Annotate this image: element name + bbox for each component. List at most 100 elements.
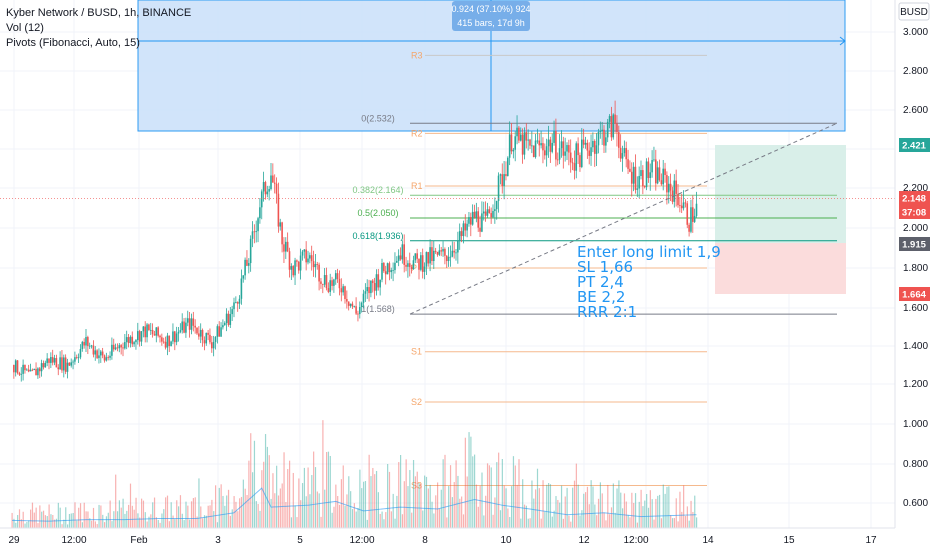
volume-bar [13,518,15,528]
candle-body [608,116,611,122]
volume-bar [477,506,479,528]
volume-bar [527,518,529,528]
candle-body [296,260,298,262]
candle-body [597,132,600,146]
candle-body [88,345,91,347]
candle-body [233,302,235,310]
candle-body [429,247,431,264]
volume-bar [516,484,518,528]
trade-note-entry: Enter long limit 1,9 [577,243,721,261]
candle-body [310,255,313,262]
volume-bar [287,469,289,528]
volume-bar [586,486,589,528]
volume-bar [666,486,668,528]
candle-body [660,180,663,185]
volume-bar [559,502,561,528]
volume-bar [464,437,466,528]
candle-body [307,258,309,263]
legend-symbol[interactable]: Kyber Network / BUSD, 1h, BINANCE [6,7,192,19]
candle-body [625,148,627,160]
volume-bar [446,517,448,528]
volume-bar [139,517,141,528]
volume-bar [442,459,444,528]
candle-body [569,152,572,163]
legend-volume[interactable]: Vol (12) [6,22,44,34]
candle-body [83,341,85,346]
candle-body [510,134,513,152]
legend-pivots[interactable]: Pivots (Fibonacci, Auto, 15) [6,37,140,49]
pivot-label: R2 [411,128,423,138]
volume-bar [264,434,267,528]
candle-body [471,211,474,225]
volume-bar [568,515,570,528]
volume-bar [412,459,415,528]
volume-bar [401,514,404,528]
price-axis[interactable]: BUSD3.0002.8002.6002.4002.2002.0001.8001… [894,0,930,528]
volume-bar [684,516,687,528]
candle-body [257,218,259,232]
candle-body [634,166,637,190]
volume-bar [187,505,189,528]
candle-body [401,244,404,260]
candle-body [103,355,106,361]
volume-bar [457,475,459,528]
volume-bar [398,462,400,528]
volume-bar [498,452,500,528]
candle-body [431,247,433,262]
volume-bar [549,484,552,528]
stop-zone[interactable] [715,243,846,294]
volume-bar [566,487,568,528]
volume-bar [240,496,243,528]
volume-bar [215,485,217,528]
candle-body [581,139,583,168]
candle-body [222,325,224,328]
volume-bar [54,519,56,528]
candle-body [155,327,158,336]
volume-bar [296,517,298,528]
candle-body [540,143,542,146]
trade-note-sl: SL 1,66 [577,258,634,276]
volume-bar [33,512,35,528]
volume-bar [472,456,474,528]
trend-line[interactable] [0,122,895,315]
volume-bar [17,515,19,528]
candle-body [309,255,311,259]
candle-body [486,209,489,216]
candle-body [209,334,211,343]
volume-bar [157,520,159,528]
candle-body [671,190,674,202]
candle-body [466,223,468,231]
candle-body [175,333,178,343]
candle-body [623,148,626,154]
candle-body [286,241,289,252]
volume-bar [338,504,341,528]
candle-body [381,263,383,280]
candle-body [366,287,368,292]
trade-note[interactable]: Enter long limit 1,9 SL 1,66 PT 2,4 BE 2… [577,245,721,320]
volume-bar [276,465,278,528]
volume-bar [411,512,413,528]
volume-bar [185,501,187,528]
candle-body [547,139,550,147]
candle-body [673,180,676,202]
volume-bar [490,467,492,528]
candle-body [166,335,169,348]
candle-body [436,251,439,255]
volume-bar [67,524,69,528]
candle-body [316,264,319,265]
candle-body [375,274,378,291]
time-tick-label: 17 [865,535,877,546]
candle-body [268,189,270,192]
candle-body [124,342,126,349]
volume-bar [375,470,378,528]
target-zone[interactable] [715,145,846,243]
time-axis[interactable]: 29 12:00 Feb 3 5 12:00 8 10 12 12:00 14 15 17 [0,527,895,546]
volume-bar [538,488,540,528]
volume-bar [124,513,126,528]
volume-bar [111,521,113,528]
candle-body [612,114,615,138]
price-tick-label: 1.000 [903,419,928,430]
candle-body [72,361,74,363]
candle-body [211,342,213,349]
